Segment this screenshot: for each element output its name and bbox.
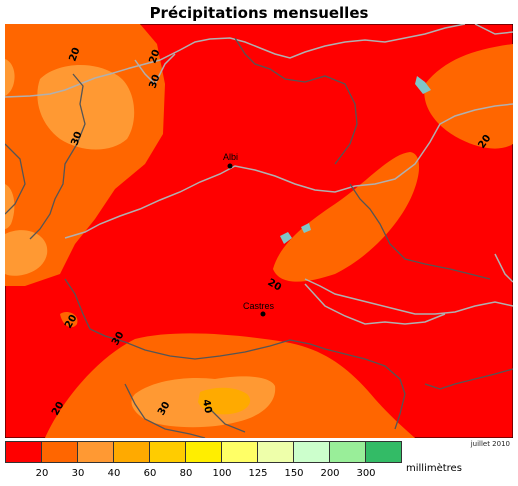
lake: [415, 76, 431, 94]
city-marker-castres: [260, 311, 266, 317]
legend-tick: 40: [107, 468, 121, 479]
region-borders: [5, 37, 513, 438]
legend-swatch: [329, 441, 366, 463]
contour-label: 20: [67, 46, 82, 63]
legend-swatch: [365, 441, 402, 463]
precipitation-map: Albi Castres 20 30 20 30 20 20 20 20 30 …: [5, 24, 513, 438]
legend-swatch: [293, 441, 330, 463]
legend-swatch: [221, 441, 258, 463]
legend-swatch: [113, 441, 150, 463]
contour-label: 40: [200, 399, 213, 415]
region-20-30-northeast: [424, 44, 513, 149]
legend-tick: 60: [143, 468, 157, 479]
legend-swatch: [185, 441, 222, 463]
region-30-40-west: [37, 64, 135, 150]
legend-swatch: [77, 441, 114, 463]
city-marker-albi: [227, 163, 233, 169]
legend-tick: 80: [179, 468, 193, 479]
legend-tick: 100: [212, 468, 232, 479]
legend-tick: 300: [356, 468, 376, 479]
lake: [280, 232, 292, 244]
legend-tick: 20: [35, 468, 49, 479]
legend-tick: 200: [320, 468, 340, 479]
date-label: juillet 2010: [470, 440, 510, 448]
legend-swatch: [41, 441, 78, 463]
legend-tick: 150: [284, 468, 304, 479]
region-20-30-central: [273, 152, 420, 282]
region-30-40-left2: [5, 184, 15, 229]
region-20-30-dot: [60, 312, 78, 328]
contour-label: 30: [147, 73, 162, 90]
city-label-albi: Albi: [223, 152, 238, 162]
lake: [301, 223, 311, 233]
department-borders: [5, 24, 513, 325]
legend-tick: 125: [248, 468, 268, 479]
contour-label: 20: [147, 48, 162, 65]
legend-tick: 30: [71, 468, 85, 479]
legend-swatch: [149, 441, 186, 463]
region-30-40-left: [5, 59, 15, 96]
region-40-60-south: [198, 387, 251, 415]
city-label-castres: Castres: [243, 301, 275, 311]
contour-label: 30: [69, 130, 84, 147]
map-title: Précipitations mensuelles: [149, 4, 369, 22]
legend-swatch: [257, 441, 294, 463]
legend-swatch: [5, 441, 42, 463]
legend-unit: millimètres: [406, 463, 462, 474]
region-30-40-left3: [5, 230, 48, 276]
